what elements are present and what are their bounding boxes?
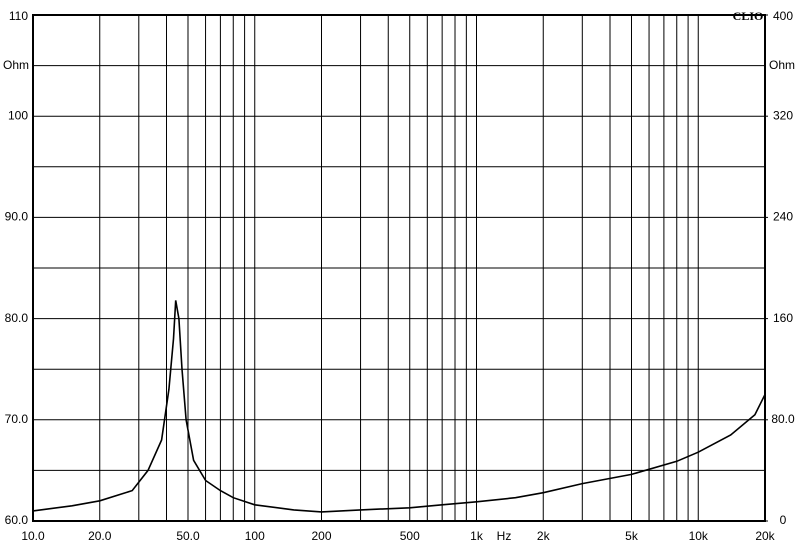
y-tick-label: 90.0 bbox=[5, 210, 29, 224]
y2-tick-label: 240 bbox=[773, 210, 793, 224]
x-tick-label: 10k bbox=[689, 529, 709, 543]
x-tick-label: 20.0 bbox=[88, 529, 112, 543]
y2-tick-label: 80.0 bbox=[771, 412, 795, 426]
y2-tick-label: 160 bbox=[773, 311, 793, 325]
y2-tick-label: 0 bbox=[780, 513, 787, 527]
y-tick-label: 100 bbox=[8, 108, 28, 122]
x-tick-label: 5k bbox=[625, 529, 639, 543]
y-tick-label: 110 bbox=[9, 9, 28, 23]
y2-tick-label: 320 bbox=[773, 108, 793, 122]
x-tick-label: 10.0 bbox=[21, 529, 45, 543]
y2-tick-label: 400 bbox=[773, 9, 793, 23]
x-tick-label: 1k bbox=[470, 529, 484, 543]
y-unit: Ohm bbox=[3, 58, 29, 72]
plot-frame bbox=[32, 14, 766, 522]
x-tick-label: 100 bbox=[245, 529, 265, 543]
x-tick-label: 50.0 bbox=[176, 529, 200, 543]
y2-unit: Ohm bbox=[769, 58, 795, 72]
y-tick-label: 80.0 bbox=[5, 311, 29, 325]
x-tick-label: 2k bbox=[537, 529, 551, 543]
y-tick-label: 60.0 bbox=[5, 513, 29, 527]
y-tick-label: 70.0 bbox=[5, 412, 29, 426]
x-tick-label: 500 bbox=[400, 529, 420, 543]
x-tick-label: 200 bbox=[311, 529, 331, 543]
x-tick-label: 20k bbox=[755, 529, 775, 543]
impedance-curve bbox=[32, 300, 766, 513]
x-label: Hz bbox=[497, 529, 512, 543]
